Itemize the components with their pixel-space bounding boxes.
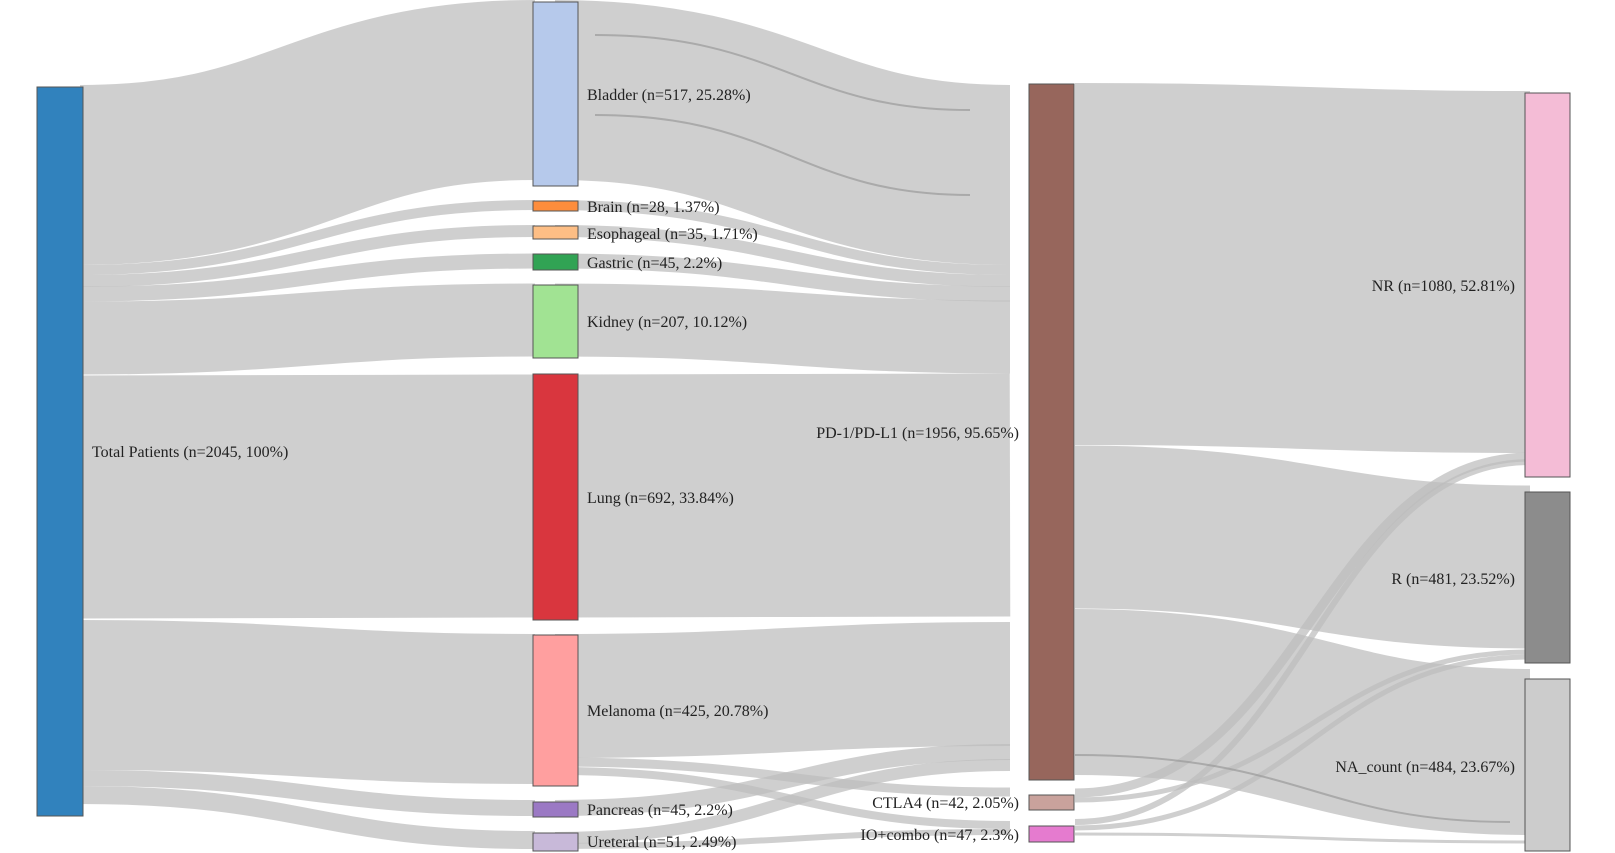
link-pd1-na-detail <box>1074 754 1511 823</box>
label-ureteral: Ureteral (n=51, 2.49%) <box>587 834 736 851</box>
link-iocombo-na <box>1074 832 1531 844</box>
nodes <box>36 1 1571 852</box>
links-total-to-cancer <box>79 0 536 849</box>
node-brain[interactable] <box>532 200 579 212</box>
links-cancer-to-therapy <box>554 0 1012 849</box>
link-bladder-pd1 <box>554 0 1012 265</box>
link-pd1-r <box>1074 445 1531 649</box>
link-total-melanoma <box>79 620 536 784</box>
label-ctla4: CTLA4 (n=42, 2.05%) <box>872 795 1019 812</box>
link-total-esophageal <box>79 225 536 287</box>
link-ureteral-pd1 <box>554 759 1011 844</box>
label-kidney: Kidney (n=207, 10.12%) <box>587 314 747 331</box>
link-total-brain <box>79 200 536 275</box>
link-ureteral-iocombo <box>554 829 1011 849</box>
link-ctla4-nr <box>1074 452 1531 798</box>
node-kidney[interactable] <box>532 284 579 359</box>
label-esophageal: Esophageal (n=35, 1.71%) <box>587 226 758 243</box>
link-total-lung <box>79 374 536 619</box>
link-total-bladder <box>79 0 536 265</box>
node-ctla4[interactable] <box>1028 794 1075 811</box>
node-pancreas[interactable] <box>532 801 579 818</box>
link-total-gastric <box>79 253 536 302</box>
label-r: R (n=481, 23.52%) <box>1391 571 1515 588</box>
link-total-pancreas <box>79 770 536 816</box>
label-lung: Lung (n=692, 33.84%) <box>587 490 734 507</box>
link-kidney-pd1 <box>554 283 1011 374</box>
node-labels: Total Patients (n=2045, 100%) Bladder (n… <box>92 87 1515 851</box>
node-total[interactable] <box>36 86 84 817</box>
label-pd1: PD-1/PD-L1 (n=1956, 95.65%) <box>816 425 1019 442</box>
node-r[interactable] <box>1524 491 1571 664</box>
link-total-kidney <box>79 283 536 375</box>
link-pancreas-pd1 <box>554 744 1011 816</box>
node-melanoma[interactable] <box>532 634 579 787</box>
link-pd1-na <box>1074 609 1531 835</box>
node-pd1[interactable] <box>1028 83 1075 781</box>
label-bladder: Bladder (n=517, 25.28%) <box>587 87 751 104</box>
link-iocombo-r <box>1074 654 1531 831</box>
label-na: NA_count (n=484, 23.67%) <box>1335 759 1515 776</box>
link-gastric-pd1 <box>554 253 1011 302</box>
label-melanoma: Melanoma (n=425, 20.78%) <box>587 703 768 720</box>
link-brain-pd1 <box>554 200 1011 275</box>
link-iocombo-nr <box>1074 459 1531 825</box>
link-total-ureteral <box>79 786 536 849</box>
node-na[interactable] <box>1524 678 1571 852</box>
link-melanoma-pd1 <box>554 622 1011 758</box>
link-ctla4-r <box>1074 649 1531 803</box>
node-gastric[interactable] <box>532 253 579 271</box>
link-pd1-nr <box>1074 83 1531 453</box>
link-lung-pd1 <box>554 373 1011 618</box>
label-total: Total Patients (n=2045, 100%) <box>92 444 288 461</box>
link-bladder-detail-1 <box>594 34 971 111</box>
node-nr[interactable] <box>1524 92 1571 478</box>
label-iocombo: IO+combo (n=47, 2.3%) <box>861 827 1019 844</box>
label-nr: NR (n=1080, 52.81%) <box>1372 278 1515 295</box>
label-gastric: Gastric (n=45, 2.2%) <box>587 255 722 272</box>
node-bladder[interactable] <box>532 1 579 187</box>
label-pancreas: Pancreas (n=45, 2.2%) <box>587 802 733 819</box>
node-iocombo[interactable] <box>1028 825 1075 843</box>
label-brain: Brain (n=28, 1.37%) <box>587 199 720 216</box>
link-bladder-detail-2 <box>594 114 971 196</box>
links-therapy-to-response <box>1074 83 1531 844</box>
node-ureteral[interactable] <box>532 832 579 852</box>
node-lung[interactable] <box>532 373 579 621</box>
node-esophageal[interactable] <box>532 225 579 240</box>
link-esophageal-pd1 <box>554 225 1011 287</box>
